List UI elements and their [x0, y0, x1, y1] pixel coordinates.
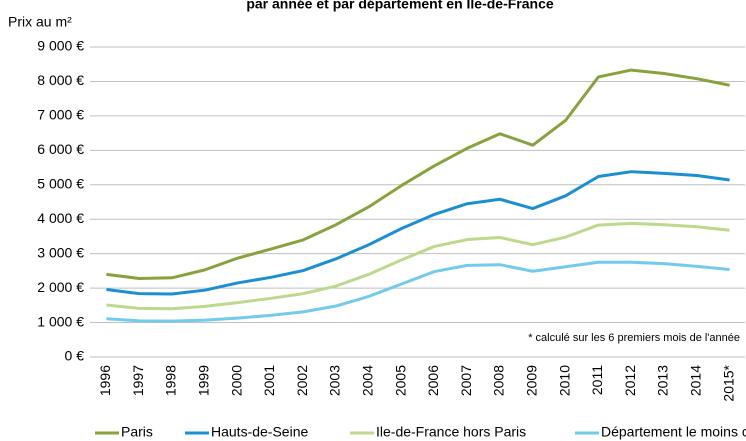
y-tick-label: 2 000 € — [37, 279, 84, 295]
series-line — [106, 170, 730, 296]
legend-label: Hauts-de-Seine — [211, 424, 308, 440]
annotation: * calculé sur les 6 premiers mois de l'a… — [528, 332, 740, 344]
x-tick-label: 2007 — [458, 365, 474, 396]
x-tick-label: 2014 — [688, 365, 704, 396]
x-tick-label: 1998 — [163, 365, 179, 396]
x-tick-label: 2005 — [392, 365, 408, 396]
x-tick-label: 2003 — [327, 365, 343, 396]
legend-label: Département le moins cher — [601, 424, 746, 440]
y-tick-label: 4 000 € — [37, 210, 84, 226]
y-tick-label: 5 000 € — [37, 175, 84, 191]
y-tick-label: 8 000 € — [37, 72, 84, 88]
y-tick-label: 0 € — [65, 348, 85, 364]
y-tick-label: 9 000 € — [37, 38, 84, 54]
x-tick-label: 2004 — [360, 365, 376, 396]
x-tick-label: 2010 — [556, 365, 572, 396]
x-tick-label: 2015* — [720, 364, 736, 401]
y-tick-label: 6 000 € — [37, 141, 84, 157]
y-tick-label: 1 000 € — [37, 313, 84, 329]
x-tick-label: 2009 — [524, 365, 540, 396]
x-tick-label: 2001 — [261, 365, 277, 396]
legend-label: Paris — [121, 424, 153, 440]
x-tick-label: 2011 — [589, 365, 605, 395]
chart-title: par année et par département en Ile-de-F… — [246, 0, 554, 12]
x-tick-label: 2013 — [655, 365, 671, 396]
y-tick-label: 7 000 € — [37, 107, 84, 123]
legend-label: Ile-de-France hors Paris — [376, 424, 526, 440]
series-line — [106, 68, 730, 280]
x-tick-label: 2012 — [622, 365, 638, 396]
y-tick-label: 3 000 € — [37, 244, 84, 260]
y-axis-title: Prix au m² — [8, 14, 72, 30]
x-tick-label: 2006 — [425, 365, 441, 396]
x-tick-label: 2002 — [294, 365, 310, 396]
x-tick-label: 1999 — [196, 365, 212, 396]
series-line — [106, 221, 730, 311]
x-tick-label: 2000 — [228, 365, 244, 396]
x-tick-label: 1996 — [97, 365, 113, 396]
series-line — [106, 260, 730, 323]
x-tick-label: 1997 — [130, 365, 146, 396]
x-tick-label: 2008 — [491, 365, 507, 396]
